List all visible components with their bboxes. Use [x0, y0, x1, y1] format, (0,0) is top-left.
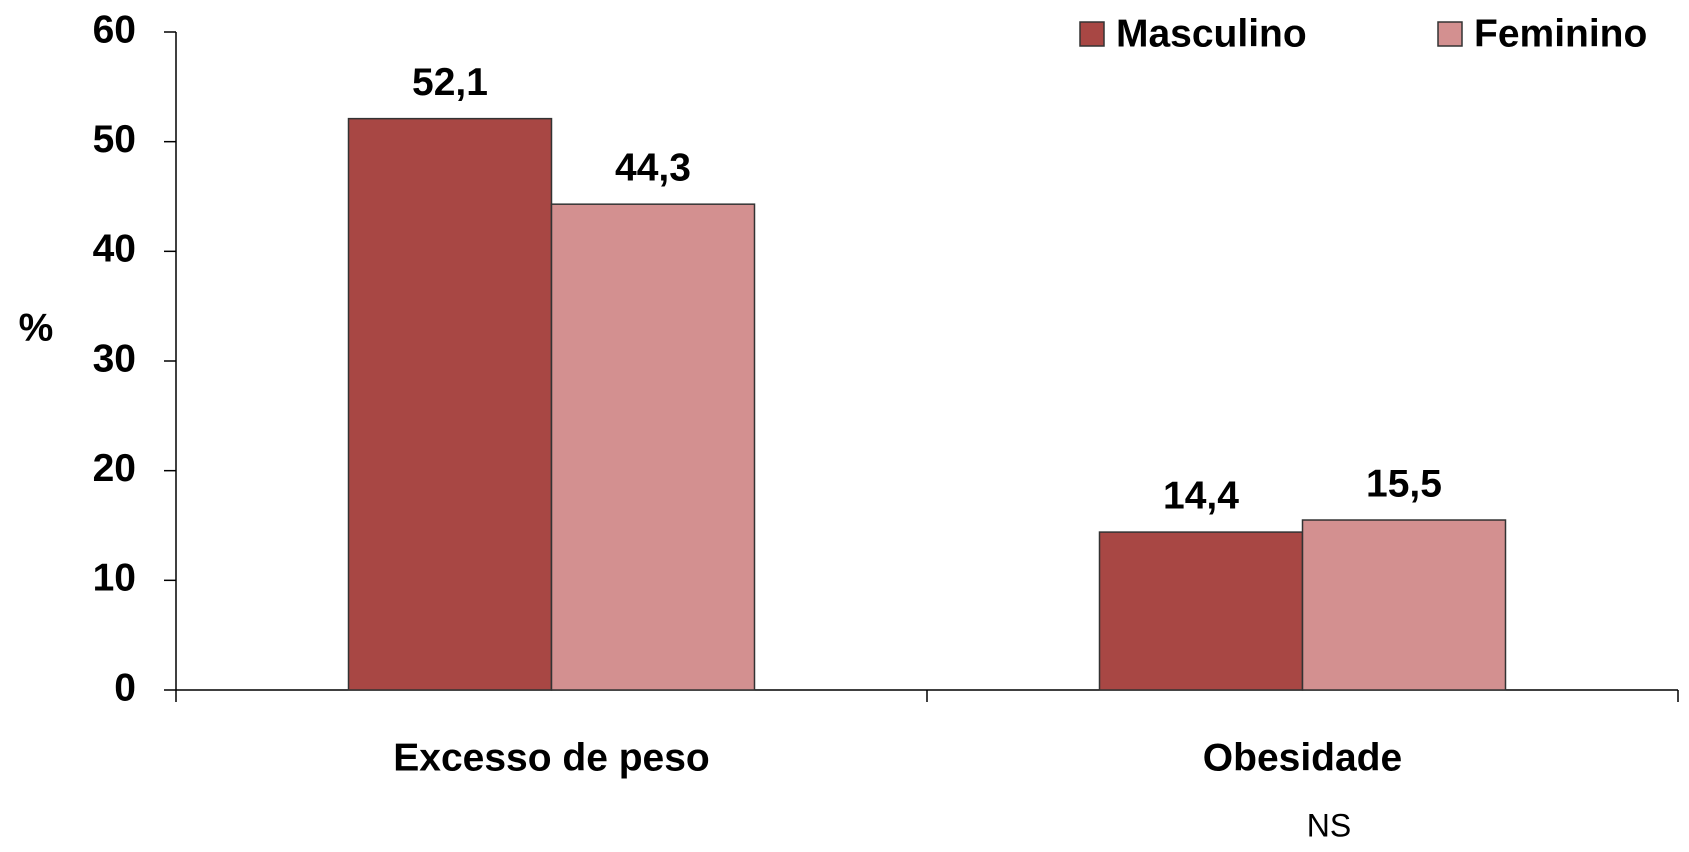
y-tick-label: 0: [114, 666, 136, 709]
legend-label: Masculino: [1116, 12, 1307, 55]
x-tick-label: Excesso de peso: [393, 736, 710, 779]
legend-swatch: [1437, 21, 1463, 47]
y-tick-label: 40: [93, 228, 136, 271]
y-tick-label: 50: [93, 118, 136, 161]
annotation: NS: [1307, 807, 1351, 843]
bar: [1098, 531, 1304, 691]
y-tick-label: 10: [93, 557, 136, 600]
legend-swatch: [1079, 21, 1105, 47]
value-label: 14,4: [1163, 474, 1239, 517]
y-tick-label: 60: [93, 8, 136, 51]
value-label: 44,3: [615, 146, 691, 189]
bar: [347, 117, 553, 691]
bar: [1301, 519, 1507, 691]
legend-label: Feminino: [1474, 12, 1647, 55]
y-tick-label: 20: [93, 447, 136, 490]
value-label: 15,5: [1366, 462, 1442, 505]
value-label: 52,1: [412, 61, 488, 104]
bar: [550, 203, 756, 691]
x-tick-label: Obesidade: [1203, 736, 1402, 779]
y-tick-label: 30: [93, 337, 136, 380]
y-axis-label: %: [19, 306, 54, 349]
